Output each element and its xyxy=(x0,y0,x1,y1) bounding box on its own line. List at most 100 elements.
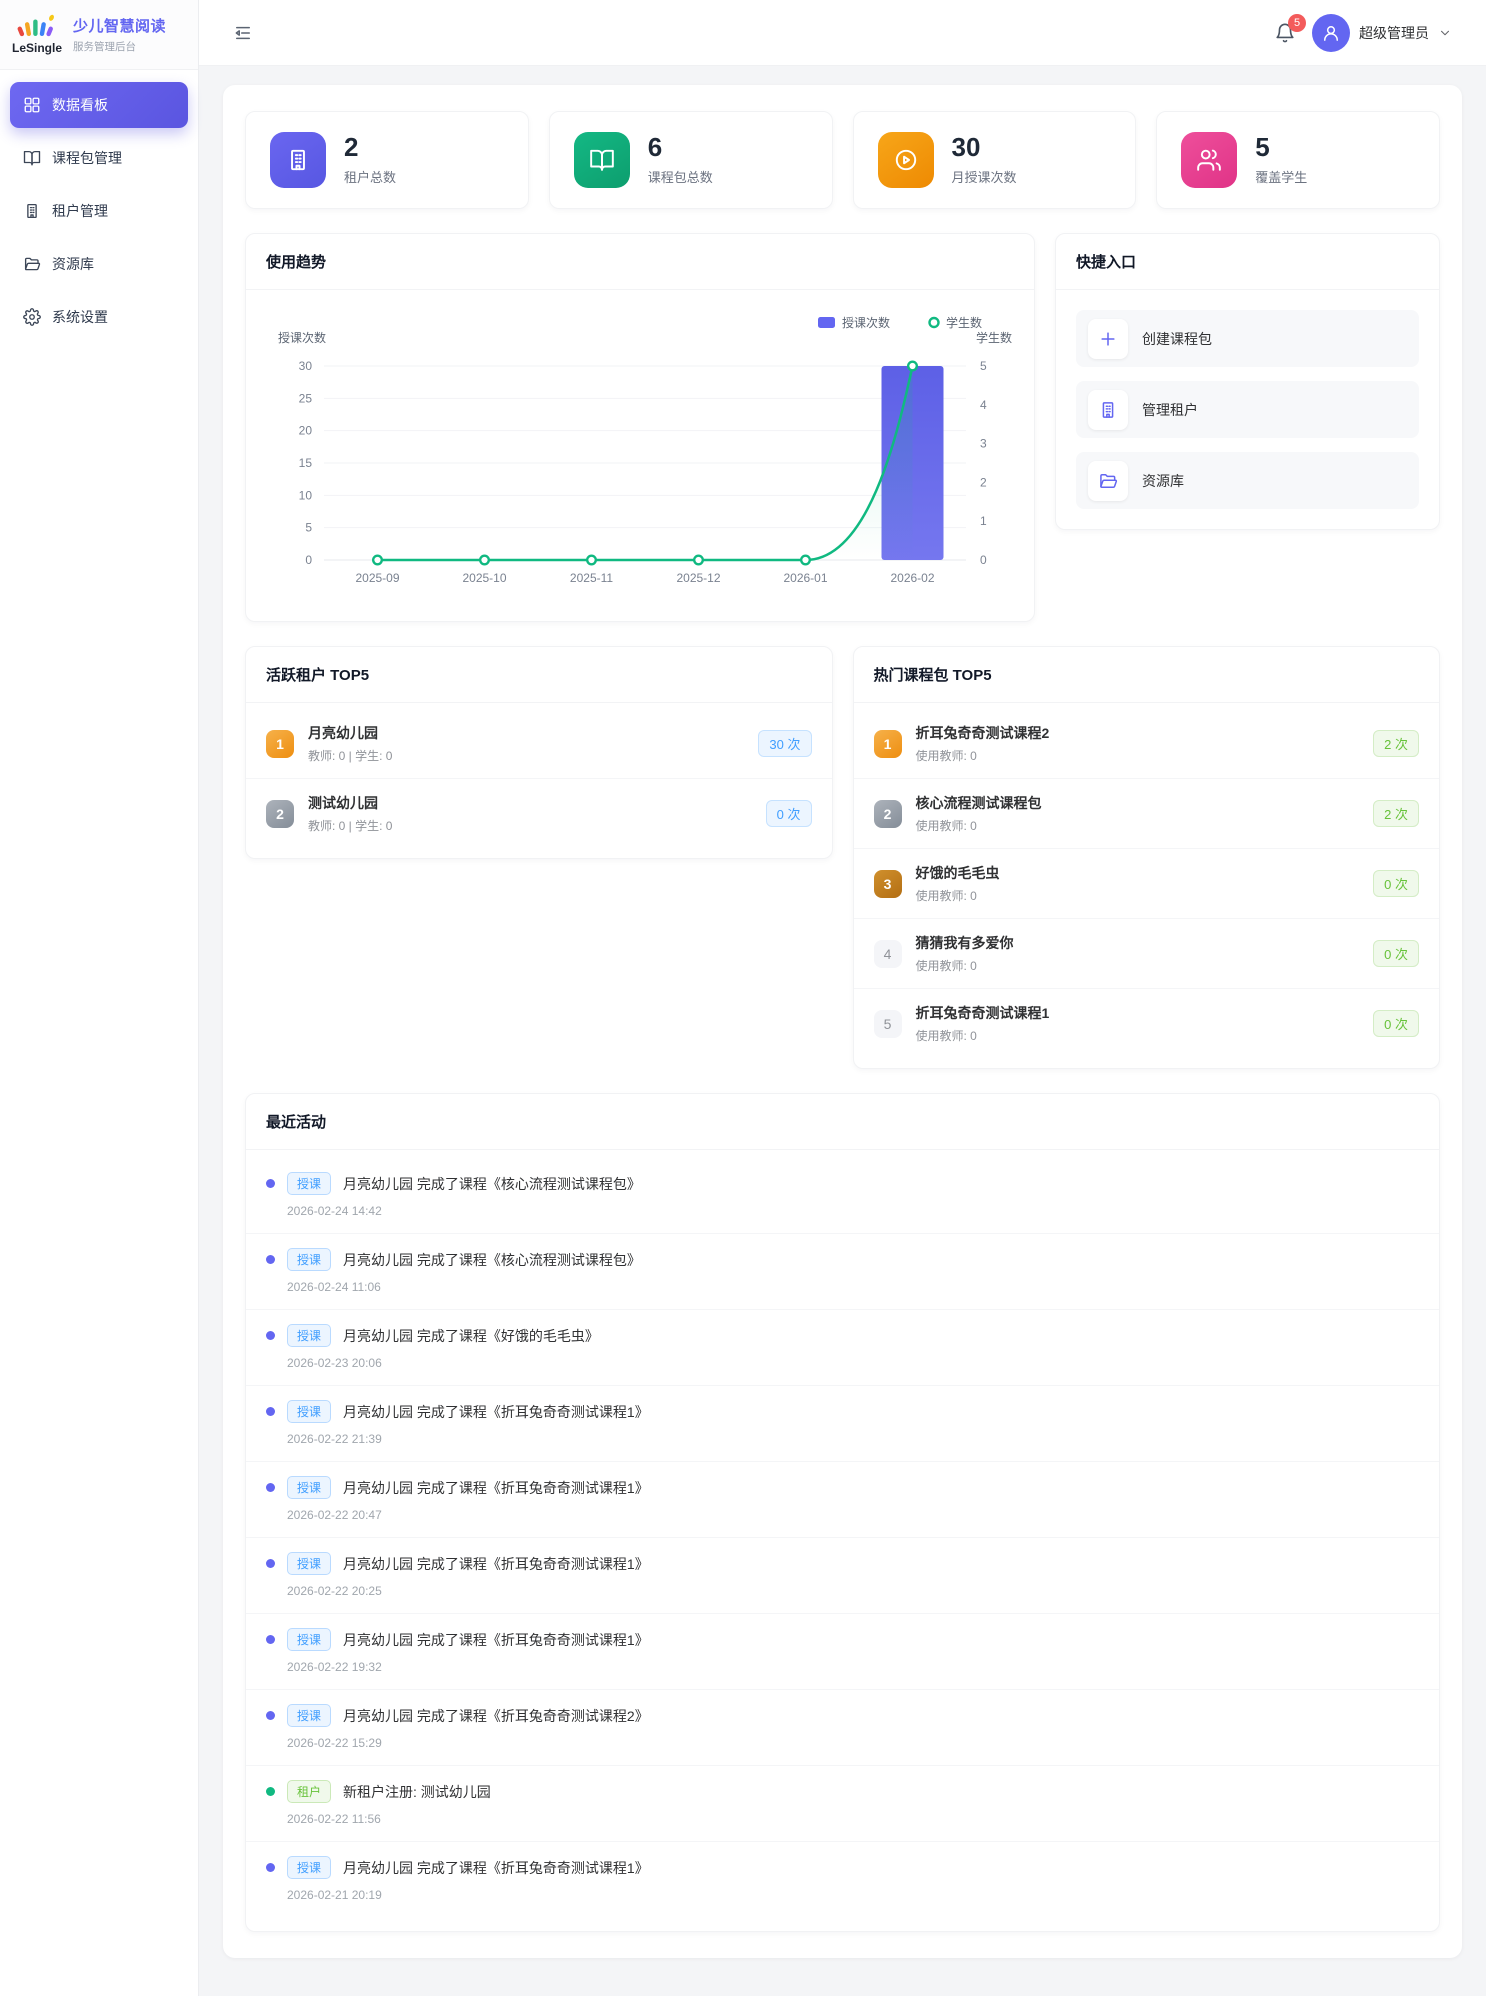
svg-text:学生数: 学生数 xyxy=(976,330,1012,345)
sidebar-item-数据看板[interactable]: 数据看板 xyxy=(10,82,188,128)
book-icon xyxy=(589,147,615,173)
legend-item-学生数[interactable]: 学生数 xyxy=(928,315,983,330)
svg-text:0: 0 xyxy=(305,553,312,567)
svg-text:学生数: 学生数 xyxy=(946,315,982,330)
activity-tag: 授课 xyxy=(287,1704,332,1727)
activity-item: 授课 月亮幼儿园 完成了课程《核心流程测试课程包》 2026-02-24 11:06 xyxy=(246,1233,1439,1309)
activity-dot xyxy=(266,1255,275,1264)
legend-item-授课次数[interactable]: 授课次数 xyxy=(818,315,890,330)
gear-icon xyxy=(23,308,41,326)
count-badge: 0 次 xyxy=(1373,940,1419,967)
usage-trend-chart: 0 5 10 15 20 25 30 0 1 2 3 4 5 授课次数 学生数 授课次数 学生数 2025-09 2… xyxy=(246,290,1034,621)
list-item: 5 折耳兔奇奇测试课程1 使用教师: 0 0 次 xyxy=(853,988,1439,1058)
svg-text:4: 4 xyxy=(980,398,987,412)
activity-text: 月亮幼儿园 完成了课程《核心流程测试课程包》 xyxy=(343,1251,641,1268)
folder-icon xyxy=(1098,471,1118,491)
list-item-meta: 使用教师: 0 xyxy=(915,959,977,973)
count-badge: 2 次 xyxy=(1373,800,1419,827)
svg-text:2025-10: 2025-10 xyxy=(462,571,506,585)
quick-entry-创建课程包[interactable]: 创建课程包 xyxy=(1076,310,1419,367)
svg-text:3: 3 xyxy=(980,437,987,451)
sidebar-item-label: 数据看板 xyxy=(52,97,108,113)
user-icon xyxy=(1321,23,1341,43)
stat-label: 覆盖学生 xyxy=(1255,170,1308,185)
trend-and-quick-row: 使用趋势 0 5 10 15 20 25 30 0 1 2 3 4 5 授课次数 学生数 授课次数 学生数 202… xyxy=(245,233,1440,622)
activity-timestamp: 2026-02-22 20:47 xyxy=(287,1508,382,1522)
play-circle-icon xyxy=(893,147,919,173)
bell-icon xyxy=(1274,22,1296,44)
stat-label: 课程包总数 xyxy=(647,170,713,185)
dashboard-icon xyxy=(23,96,41,114)
list-item: 1 折耳兔奇奇测试课程2 使用教师: 0 2 次 xyxy=(854,709,1440,778)
svg-text:30: 30 xyxy=(299,359,313,373)
list-item-meta: 使用教师: 0 xyxy=(915,1029,977,1043)
list-item-meta: 使用教师: 0 xyxy=(915,749,977,763)
list-item: 4 猜猜我有多爱你 使用教师: 0 0 次 xyxy=(853,918,1439,988)
activity-tag: 租户 xyxy=(287,1780,332,1803)
sidebar-item-系统设置[interactable]: 系统设置 xyxy=(10,294,188,340)
line-point-2025-12 xyxy=(693,554,705,566)
list-item-meta: 使用教师: 0 xyxy=(915,819,977,833)
user-menu[interactable]: 超级管理员 xyxy=(1312,13,1452,52)
quick-entry-icon-tile xyxy=(1088,318,1128,359)
activity-text: 月亮幼儿园 完成了课程《折耳兔奇奇测试课程1》 xyxy=(343,1631,649,1648)
stat-label: 月授课次数 xyxy=(951,170,1017,185)
stat-icon-tile xyxy=(270,132,326,188)
recent-activity-list: 授课 月亮幼儿园 完成了课程《核心流程测试课程包》 2026-02-24 14:42… xyxy=(246,1150,1439,1931)
list-item-meta: 教师: 0 | 学生: 0 xyxy=(308,819,393,833)
svg-text:10: 10 xyxy=(299,488,313,502)
sidebar-item-租户管理[interactable]: 租户管理 xyxy=(10,188,188,234)
line-point-2025-10 xyxy=(478,554,490,566)
brand-text: 少儿智慧阅读 服务管理后台 xyxy=(73,15,166,54)
quick-entry-资源库[interactable]: 资源库 xyxy=(1076,452,1419,509)
quick-entry-管理租户[interactable]: 管理租户 xyxy=(1076,381,1419,438)
list-item: 2 测试幼儿园 教师: 0 | 学生: 0 0 次 xyxy=(246,778,832,848)
line-point-2025-09 xyxy=(371,554,383,566)
quick-entry-icon-tile xyxy=(1088,389,1128,430)
list-item-name: 核心流程测试课程包 xyxy=(915,795,1042,811)
activity-dot xyxy=(266,1635,275,1644)
list-item-info: 折耳兔奇奇测试课程2 使用教师: 0 xyxy=(916,723,1050,764)
activity-dot xyxy=(266,1863,275,1872)
brand: LeSingle 少儿智慧阅读 服务管理后台 xyxy=(0,0,198,70)
sidebar-item-课程包管理[interactable]: 课程包管理 xyxy=(10,135,188,181)
list-item-name: 折耳兔奇奇测试课程2 xyxy=(915,725,1050,741)
list-item-info: 核心流程测试课程包 使用教师: 0 xyxy=(916,793,1042,834)
sidebar-item-资源库[interactable]: 资源库 xyxy=(10,241,188,287)
list-item: 2 核心流程测试课程包 使用教师: 0 2 次 xyxy=(853,778,1439,848)
chevron-down-icon xyxy=(1438,26,1452,40)
activity-tag: 授课 xyxy=(287,1400,332,1423)
building-icon xyxy=(23,202,41,220)
stat-icon-tile xyxy=(573,132,630,188)
brand-logo-text: LeSingle xyxy=(11,41,62,55)
stat-text: 5 覆盖学生 xyxy=(1255,134,1307,186)
notifications-button[interactable]: 5 xyxy=(1274,13,1306,44)
activity-timestamp: 2026-02-23 20:06 xyxy=(287,1356,382,1370)
usage-trend-card: 使用趋势 0 5 10 15 20 25 30 0 1 2 3 4 5 授课次数 学生数 授课次数 学生数 202… xyxy=(245,233,1035,622)
activity-timestamp: 2026-02-22 21:39 xyxy=(287,1432,382,1446)
folder-icon xyxy=(23,255,41,273)
list-item-info: 月亮幼儿园 教师: 0 | 学生: 0 xyxy=(308,723,392,764)
activity-text: 月亮幼儿园 完成了课程《折耳兔奇奇测试课程1》 xyxy=(343,1555,649,1572)
activity-row: 授课 月亮幼儿园 完成了课程《折耳兔奇奇测试课程1》 xyxy=(266,1628,1419,1651)
stat-icon-tile xyxy=(1181,132,1238,188)
count-badge: 0 次 xyxy=(1373,1010,1419,1037)
stat-label: 租户总数 xyxy=(344,170,397,185)
rank-badge: 5 xyxy=(873,1009,902,1038)
activity-text: 月亮幼儿园 完成了课程《折耳兔奇奇测试课程1》 xyxy=(343,1859,649,1876)
activity-timestamp: 2026-02-24 14:42 xyxy=(287,1204,382,1218)
activity-tag: 授课 xyxy=(287,1628,332,1651)
activity-timestamp: 2026-02-22 15:29 xyxy=(287,1736,382,1750)
sidebar-collapse-button[interactable] xyxy=(233,23,253,43)
activity-item: 授课 月亮幼儿园 完成了课程《折耳兔奇奇测试课程1》 2026-02-22 20:4… xyxy=(246,1461,1439,1537)
building-icon xyxy=(285,147,311,173)
list-item-name: 好饿的毛毛虫 xyxy=(915,865,1000,881)
lesingle-logo: LeSingle xyxy=(10,14,64,55)
svg-text:1: 1 xyxy=(980,514,987,528)
activity-tag: 授课 xyxy=(287,1856,332,1879)
rank-badge: 2 xyxy=(873,799,902,828)
activity-text: 月亮幼儿园 完成了课程《折耳兔奇奇测试课程1》 xyxy=(343,1479,649,1496)
quick-entry-label: 管理租户 xyxy=(1142,401,1198,418)
user-name: 超级管理员 xyxy=(1359,24,1429,41)
